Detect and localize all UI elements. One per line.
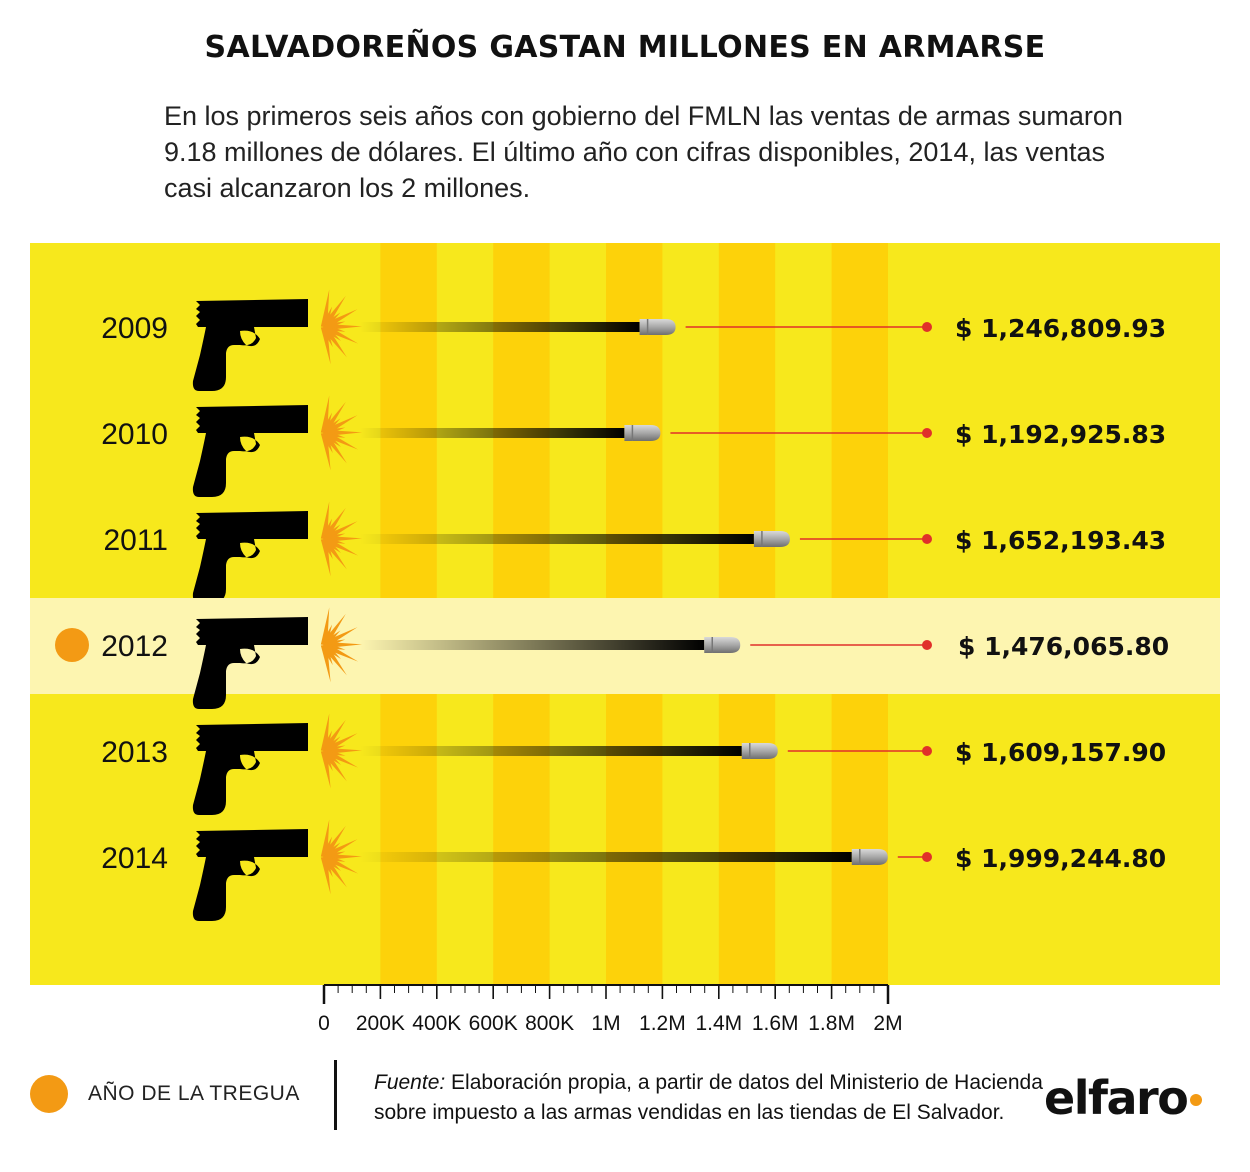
bullet-trail xyxy=(360,428,625,438)
row-2009: 2009 $ 1,246,809.93 xyxy=(101,289,1166,391)
value-label: $ 1,999,244.80 xyxy=(955,844,1166,873)
elfaro-logo: elfaro xyxy=(1044,1071,1202,1125)
value-label: $ 1,246,809.93 xyxy=(955,314,1166,343)
laser-dot xyxy=(922,746,932,756)
flash-ray xyxy=(320,750,331,789)
legend-label: AÑO DE LA TREGUA xyxy=(88,1082,300,1105)
flash-ray xyxy=(320,856,331,895)
bullet-trail xyxy=(360,322,640,332)
flash-ray xyxy=(321,719,346,753)
divider xyxy=(334,1060,337,1130)
bullet-mark xyxy=(639,319,676,335)
bullet-trail xyxy=(360,534,754,544)
tregua-marker xyxy=(55,628,89,662)
logo-text: elfaro xyxy=(1044,1071,1187,1125)
laser-dot xyxy=(922,640,932,650)
x-tick-label: 0 xyxy=(318,1012,330,1035)
flash-ray xyxy=(321,507,346,541)
row-2014: 2014 $ 1,999,244.80 xyxy=(101,819,1166,921)
bullet-mark xyxy=(851,849,888,865)
pistol-icon xyxy=(192,405,308,497)
pistol-icon xyxy=(192,511,308,603)
source-text: Elaboración propia, a partir de datos de… xyxy=(374,1071,1043,1124)
laser-dot xyxy=(922,852,932,862)
pistol-shape xyxy=(192,617,308,709)
year-label: 2011 xyxy=(103,524,168,557)
pistol-icon xyxy=(192,299,308,391)
muzzle-flash-icon xyxy=(320,395,362,471)
flash-ray xyxy=(321,825,346,859)
x-tick-label: 800K xyxy=(525,1012,574,1035)
pistol-shape xyxy=(192,299,308,391)
value-label: $ 1,652,193.43 xyxy=(955,526,1166,555)
legend: AÑO DE LA TREGUA xyxy=(30,1074,300,1114)
flash-ray xyxy=(321,613,346,647)
flash-ray xyxy=(322,748,359,768)
year-label: 2009 xyxy=(101,312,168,345)
muzzle-flash-icon xyxy=(320,501,362,577)
flash-ray xyxy=(320,538,331,577)
pistol-icon xyxy=(192,829,308,921)
year-label: 2010 xyxy=(101,418,168,451)
x-tick-label: 200K xyxy=(356,1012,405,1035)
flash-ray xyxy=(322,536,359,556)
logo-dot xyxy=(1190,1094,1202,1106)
legend-marker xyxy=(30,1075,68,1113)
bullet-trail xyxy=(360,852,852,862)
flash-ray xyxy=(322,324,359,344)
pistol-shape xyxy=(192,405,308,497)
value-label: $ 1,192,925.83 xyxy=(955,420,1166,449)
pistol-shape xyxy=(192,511,308,603)
laser-dot xyxy=(922,534,932,544)
flash-ray xyxy=(320,326,331,365)
bullet-trail xyxy=(360,640,705,650)
x-tick-label: 2M xyxy=(873,1012,902,1035)
bullet-mark xyxy=(741,743,778,759)
bullet-mark xyxy=(704,637,741,653)
pistol-icon xyxy=(192,617,308,709)
flash-ray xyxy=(320,644,331,683)
muzzle-flash-icon xyxy=(320,819,362,895)
x-tick-label: 1.4M xyxy=(695,1012,742,1035)
muzzle-flash-icon xyxy=(320,289,362,365)
flash-ray xyxy=(322,430,359,450)
laser-dot xyxy=(922,428,932,438)
chart-subtitle: En los primeros seis años con gobierno d… xyxy=(164,101,1123,203)
pistol-shape xyxy=(192,829,308,921)
row-2011: 2011 $ 1,652,193.43 xyxy=(103,501,1166,603)
row-2013: 2013 $ 1,609,157.90 xyxy=(101,713,1166,815)
year-label: 2013 xyxy=(101,736,168,769)
flash-ray xyxy=(321,401,346,435)
bullet-trail xyxy=(360,746,742,756)
row-2012: 2012 $ 1,476,065.80 xyxy=(30,598,1220,709)
x-tick-label: 1M xyxy=(591,1012,620,1035)
pistol-icon xyxy=(192,723,308,815)
flash-ray xyxy=(322,642,359,662)
x-tick-label: 1.6M xyxy=(752,1012,799,1035)
flash-ray xyxy=(320,432,331,471)
value-label: $ 1,476,065.80 xyxy=(958,632,1169,661)
pistol-shape xyxy=(192,723,308,815)
value-label: $ 1,609,157.90 xyxy=(955,738,1166,767)
x-tick-label: 1.8M xyxy=(808,1012,855,1035)
x-tick-label: 1.2M xyxy=(639,1012,686,1035)
flash-ray xyxy=(322,854,359,874)
chart: 2009 $ 1,246,809.93 2010 $ 1,192,925.83 2011… xyxy=(30,243,1220,1035)
muzzle-flash-icon xyxy=(320,713,362,789)
bullet-mark xyxy=(753,531,790,547)
bullet-mark xyxy=(624,425,661,441)
x-tick-label: 600K xyxy=(469,1012,518,1035)
row-2010: 2010 $ 1,192,925.83 xyxy=(101,395,1166,497)
year-label: 2012 xyxy=(101,630,168,663)
source-note: Fuente: Elaboración propia, a partir de … xyxy=(374,1068,1074,1128)
laser-dot xyxy=(922,322,932,332)
year-label: 2014 xyxy=(101,842,168,875)
muzzle-flash-icon xyxy=(320,607,362,683)
source-prefix: Fuente: xyxy=(374,1071,446,1094)
flash-ray xyxy=(321,295,346,329)
x-tick-label: 400K xyxy=(412,1012,461,1035)
chart-title: SALVADOREÑOS GASTAN MILLONES EN ARMARSE xyxy=(204,30,1046,65)
